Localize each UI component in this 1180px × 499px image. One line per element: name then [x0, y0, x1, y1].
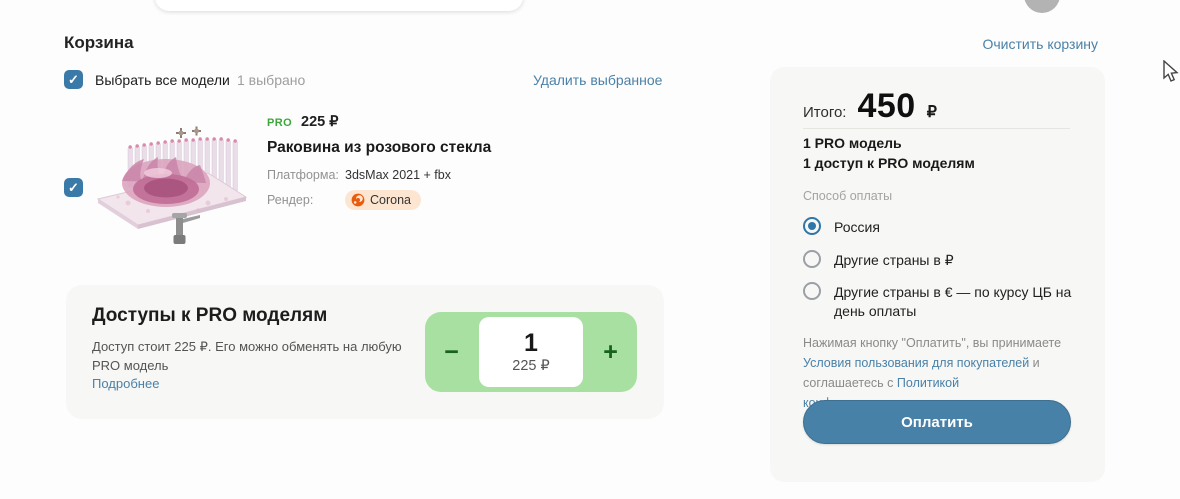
mouse-cursor-icon	[1163, 60, 1179, 82]
platform-label: Платформа:	[267, 168, 339, 182]
item-details: PRO 225 ₽ Раковина из розового стекла Пл…	[267, 114, 491, 210]
summary-line-pro-model: 1 PRO модель	[803, 135, 902, 151]
terms-of-use-link[interactable]: Условия пользования для покупателей	[803, 356, 1030, 370]
pro-access-card: Доступы к PRO моделям Доступ стоит 225 ₽…	[66, 285, 664, 419]
faucet-graphic	[176, 126, 201, 138]
render-row: Рендер: Corona	[267, 190, 491, 210]
selected-count: 1 выбрано	[237, 72, 306, 88]
stepper-value-box: 1 225 ₽	[479, 317, 583, 387]
total-value: 450	[857, 87, 916, 125]
clear-cart-link[interactable]: Очистить корзину	[982, 36, 1099, 52]
payment-option-label: Другие страны в € — по курсу ЦБ на день …	[834, 284, 1072, 319]
payment-method-label: Способ оплаты	[803, 189, 893, 203]
payment-option-other-eur[interactable]: Другие страны в € — по курсу ЦБ на день …	[803, 282, 1081, 321]
stepper-decrease-button[interactable]: −	[444, 337, 459, 366]
summary-divider	[803, 128, 1070, 129]
stepper-increase-button[interactable]: +	[603, 337, 618, 366]
pro-access-stepper: − 1 225 ₽ +	[425, 312, 637, 392]
drain-pipe-graphic	[172, 213, 200, 244]
page-title: Корзина	[64, 33, 134, 52]
legal-middle: и соглашаетесь с	[803, 356, 1040, 390]
item-checkbox[interactable]: ✓	[64, 178, 83, 197]
radio-unselected-icon[interactable]	[803, 282, 821, 300]
user-avatar[interactable]	[1024, 0, 1060, 13]
payment-option-russia[interactable]: Россия	[803, 217, 1081, 237]
select-all-checkbox[interactable]: ✓	[64, 70, 83, 89]
radio-selected-icon[interactable]	[803, 217, 821, 235]
pro-badge: PRO	[267, 117, 293, 129]
render-pill: Corona	[345, 190, 421, 210]
payment-option-label: Россия	[834, 219, 880, 235]
summary-line-pro-access: 1 доступ к PRO моделям	[803, 155, 975, 171]
render-value: Corona	[370, 193, 411, 207]
corona-renderer-icon	[351, 193, 365, 207]
stepper-price: 225 ₽	[512, 357, 550, 374]
total-row: Итого: 450 ₽	[803, 87, 937, 126]
platform-row: Платформа: 3dsMax 2021 + fbx	[267, 168, 491, 182]
platform-value: 3dsMax 2021 + fbx	[345, 168, 451, 182]
radio-unselected-icon[interactable]	[803, 250, 821, 268]
item-price: 225 ₽	[301, 114, 339, 130]
stepper-quantity: 1	[524, 329, 538, 358]
pro-access-title: Доступы к PRO моделям	[92, 305, 328, 326]
pay-button[interactable]: Оплатить	[803, 400, 1071, 444]
checkmark-icon: ✓	[68, 179, 79, 195]
product-image[interactable]	[88, 110, 252, 248]
item-title[interactable]: Раковина из розового стекла	[267, 139, 492, 156]
delete-selected-link[interactable]: Удалить выбранное	[533, 72, 663, 88]
payment-option-other-rub[interactable]: Другие страны в ₽	[803, 250, 1081, 270]
render-label: Рендер:	[267, 193, 314, 207]
select-all-label[interactable]: Выбрать все модели	[95, 72, 230, 88]
pro-access-description: Доступ стоит 225 ₽. Его можно обменять н…	[92, 339, 402, 373]
legal-prefix: Нажимая кнопку "Оплатить", вы принимаете	[803, 336, 1062, 350]
checkmark-icon: ✓	[68, 71, 79, 87]
item-price-row: PRO 225 ₽	[267, 114, 491, 130]
sink-bowl-graphic	[122, 157, 210, 207]
payment-option-label: Другие страны в ₽	[834, 252, 954, 268]
pro-access-more-link[interactable]: Подробнее	[92, 376, 160, 391]
search-bar-remnant	[155, 0, 523, 11]
total-currency: ₽	[926, 104, 937, 121]
total-label: Итого:	[803, 104, 847, 121]
order-summary-panel: Итого: 450 ₽ 1 PRO модель 1 доступ к PRO…	[770, 67, 1105, 482]
